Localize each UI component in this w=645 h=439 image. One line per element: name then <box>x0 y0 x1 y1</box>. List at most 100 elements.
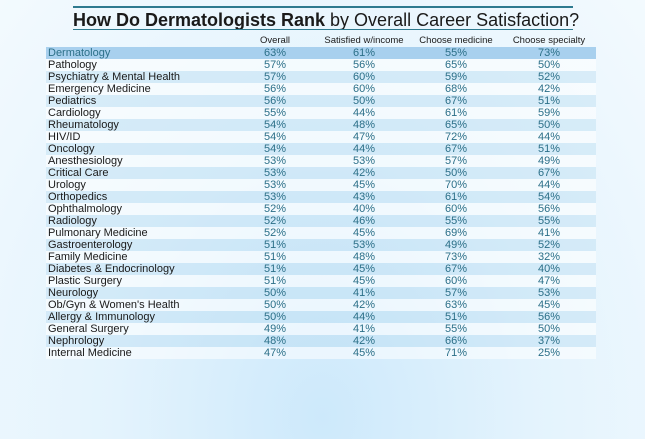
table-row: Oncology 54% 44% 67% 51% <box>46 143 596 155</box>
specialty-name: Family Medicine <box>46 251 232 263</box>
choose-specialty-value: 52% <box>502 71 596 83</box>
choose-specialty-value: 44% <box>502 179 596 191</box>
table-row: Nephrology 48% 42% 66% 37% <box>46 335 596 347</box>
choose-specialty-value: 51% <box>502 95 596 107</box>
choose-specialty-value: 52% <box>502 239 596 251</box>
specialty-name: Anesthesiology <box>46 155 232 167</box>
specialty-name: Gastroenterology <box>46 239 232 251</box>
overall-value: 53% <box>232 179 318 191</box>
choose-medicine-value: 60% <box>410 275 502 287</box>
overall-value: 53% <box>232 155 318 167</box>
table-row: Urology 53% 45% 70% 44% <box>46 179 596 191</box>
choose-medicine-value: 65% <box>410 119 502 131</box>
choose-specialty-value: 45% <box>502 299 596 311</box>
table-row: Pediatrics 56% 50% 67% 51% <box>46 95 596 107</box>
specialty-name: Diabetes & Endocrinology <box>46 263 232 275</box>
choose-medicine-value: 55% <box>410 215 502 227</box>
header-overall: Overall <box>259 35 291 46</box>
choose-medicine-value: 57% <box>410 155 502 167</box>
specialty-name: Cardiology <box>46 107 232 119</box>
overall-value: 53% <box>232 167 318 179</box>
table-row: Rheumatology 54% 48% 65% 50% <box>46 119 596 131</box>
choose-specialty-value: 40% <box>502 263 596 275</box>
choose-specialty-value: 50% <box>502 323 596 335</box>
choose-medicine-value: 70% <box>410 179 502 191</box>
choose-specialty-value: 42% <box>502 83 596 95</box>
table-row: Diabetes & Endocrinology 51% 45% 67% 40% <box>46 263 596 275</box>
header-satisfied-income: Satisfied w/income <box>324 35 404 46</box>
choose-specialty-value: 55% <box>502 215 596 227</box>
income-value: 42% <box>318 299 410 311</box>
income-value: 42% <box>318 167 410 179</box>
choose-medicine-value: 67% <box>410 263 502 275</box>
choose-medicine-value: 63% <box>410 299 502 311</box>
specialty-name: Dermatology <box>46 47 232 59</box>
income-value: 60% <box>318 71 410 83</box>
choose-medicine-value: 69% <box>410 227 502 239</box>
specialty-name: Ophthalmology <box>46 203 232 215</box>
satisfaction-table: Overall Satisfied w/income Choose medici… <box>46 34 596 359</box>
choose-specialty-value: 56% <box>502 311 596 323</box>
specialty-name: Urology <box>46 179 232 191</box>
income-value: 56% <box>318 59 410 71</box>
specialty-name: Psychiatry & Mental Health <box>46 71 232 83</box>
specialty-name: Internal Medicine <box>46 347 232 359</box>
choose-specialty-value: 25% <box>502 347 596 359</box>
table-row: Ophthalmology 52% 40% 60% 56% <box>46 203 596 215</box>
table-row: General Surgery 49% 41% 55% 50% <box>46 323 596 335</box>
choose-specialty-value: 47% <box>502 275 596 287</box>
table-row: Plastic Surgery 51% 45% 60% 47% <box>46 275 596 287</box>
header-choose-specialty: Choose specialty <box>512 35 586 46</box>
title-underline <box>73 29 573 30</box>
table-body: Dermatology 63% 61% 55% 73% Pathology 57% 56% 65… <box>46 47 596 359</box>
specialty-name: Neurology <box>46 287 232 299</box>
choose-specialty-value: 32% <box>502 251 596 263</box>
specialty-name: Plastic Surgery <box>46 275 232 287</box>
choose-specialty-value: 49% <box>502 155 596 167</box>
overall-value: 55% <box>232 107 318 119</box>
table-row: Orthopedics 53% 43% 61% 54% <box>46 191 596 203</box>
overall-value: 51% <box>232 275 318 287</box>
specialty-name: Oncology <box>46 143 232 155</box>
choose-specialty-value: 53% <box>502 287 596 299</box>
table-row: Allergy & Immunology 50% 44% 51% 56% <box>46 311 596 323</box>
overall-value: 52% <box>232 227 318 239</box>
income-value: 45% <box>318 347 410 359</box>
chart-title-bold: How Do Dermatologists Rank <box>73 10 326 30</box>
overall-value: 63% <box>232 47 318 59</box>
income-value: 45% <box>318 179 410 191</box>
choose-medicine-value: 61% <box>410 191 502 203</box>
choose-specialty-value: 54% <box>502 191 596 203</box>
choose-medicine-value: 59% <box>410 71 502 83</box>
choose-medicine-value: 72% <box>410 131 502 143</box>
choose-specialty-value: 37% <box>502 335 596 347</box>
overall-value: 49% <box>232 323 318 335</box>
income-value: 48% <box>318 119 410 131</box>
table-row: Ob/Gyn & Women's Health 50% 42% 63% 45% <box>46 299 596 311</box>
overall-value: 51% <box>232 251 318 263</box>
income-value: 61% <box>318 47 410 59</box>
table-row: Critical Care 53% 42% 50% 67% <box>46 167 596 179</box>
income-value: 44% <box>318 143 410 155</box>
overall-value: 57% <box>232 59 318 71</box>
table-row: Dermatology 63% 61% 55% 73% <box>46 47 596 59</box>
income-value: 53% <box>318 239 410 251</box>
overall-value: 54% <box>232 143 318 155</box>
overall-value: 50% <box>232 311 318 323</box>
choose-medicine-value: 55% <box>410 47 502 59</box>
choose-medicine-value: 66% <box>410 335 502 347</box>
income-value: 45% <box>318 263 410 275</box>
income-value: 43% <box>318 191 410 203</box>
chart-title: How Do Dermatologists Rank by Overall Ca… <box>73 6 579 31</box>
income-value: 45% <box>318 275 410 287</box>
overall-value: 56% <box>232 95 318 107</box>
table-row: Emergency Medicine 56% 60% 68% 42% <box>46 83 596 95</box>
income-value: 50% <box>318 95 410 107</box>
choose-specialty-value: 56% <box>502 203 596 215</box>
choose-specialty-value: 67% <box>502 167 596 179</box>
overall-value: 51% <box>232 239 318 251</box>
choose-medicine-value: 50% <box>410 167 502 179</box>
choose-medicine-value: 65% <box>410 59 502 71</box>
overall-value: 52% <box>232 203 318 215</box>
overall-value: 51% <box>232 263 318 275</box>
